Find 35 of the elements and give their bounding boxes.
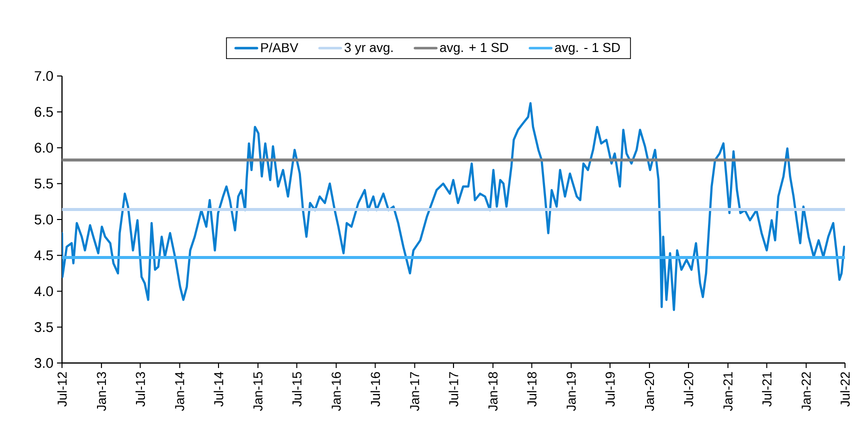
x-tick-label: Jan-13: [96, 372, 106, 411]
x-tick-label: Jan-16: [332, 372, 341, 411]
y-tick-label: 6.5: [34, 106, 53, 117]
x-tick-label: Jul-12: [57, 372, 67, 407]
x-tick-label: Jul-22: [840, 372, 850, 407]
x-tick-label: Jan-18: [488, 372, 498, 411]
x-tick-label: Jul-19: [605, 372, 615, 407]
x-tick-label: Jul-17: [448, 372, 458, 407]
y-tick-label: 4.5: [34, 250, 53, 260]
y-tick-label: 7.0: [34, 71, 53, 81]
y-tick-label: 4.0: [34, 286, 53, 296]
y-tick-label: 3.5: [34, 322, 53, 332]
x-tick-label: Jan-20: [644, 372, 654, 411]
legend-label: 3 yr avg.: [344, 42, 393, 55]
line-series: [62, 102, 846, 312]
x-tick-label: Jul-20: [684, 372, 694, 407]
x-tick-label: Jan-21: [723, 372, 733, 411]
x-tick-label: Jul-14: [214, 372, 224, 407]
x-tick-label: Jul-13: [135, 372, 146, 407]
x-tick-label: Jul-21: [762, 372, 772, 407]
x-tick-label: Jan-19: [566, 372, 576, 411]
x-tick-label: Jan-22: [802, 372, 811, 411]
y-tick-label: 6.0: [34, 142, 53, 153]
y-tick-label: 5.0: [34, 214, 53, 224]
y-tick-label: 5.5: [34, 178, 53, 188]
legend-label: P/ABV: [261, 42, 298, 52]
legend-label: avg. - 1 SD: [555, 42, 620, 55]
x-tick-label: Jul-15: [292, 372, 302, 407]
legend-label: avg. + 1 SD: [440, 42, 508, 55]
x-tick-label: Jan-14: [175, 372, 184, 411]
y-tick-label: 3.0: [34, 358, 53, 368]
x-tick-label: Jan-15: [253, 372, 262, 411]
x-tick-label: Jul-18: [527, 372, 537, 407]
x-tick-label: Jul-16: [370, 372, 380, 407]
x-tick-label: Jan-17: [410, 372, 420, 411]
